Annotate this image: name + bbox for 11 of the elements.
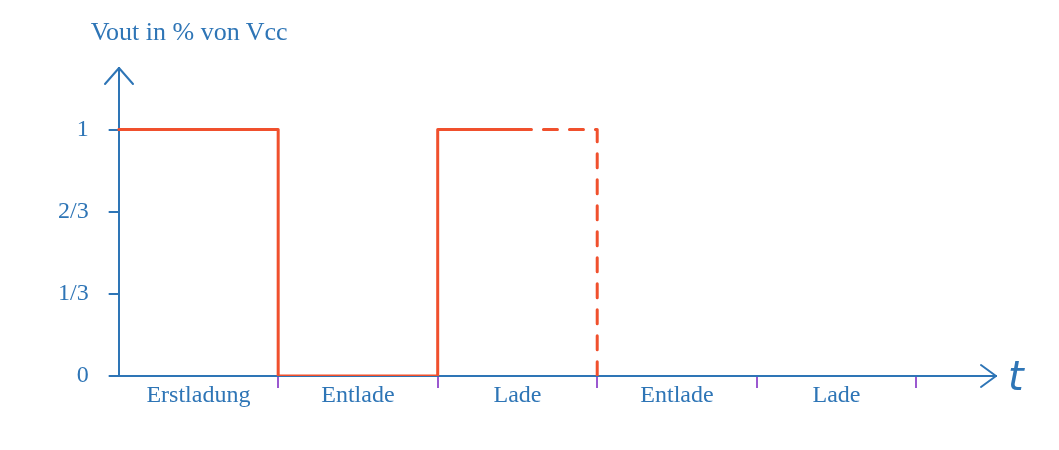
x-tick-label: Lade — [812, 381, 861, 408]
x-tick-label: Lade — [493, 381, 542, 408]
y-tick-label: 1/3 — [58, 279, 89, 306]
y-tick-label: 0 — [76, 361, 89, 388]
x-tick-label: Erstladung — [146, 381, 251, 408]
y-tick-label: 2/3 — [58, 196, 89, 223]
y-tick-label: 1 — [76, 114, 89, 141]
y-axis-title: Vout in % von Vcc — [90, 17, 288, 46]
x-tick-label: Entlade — [321, 381, 395, 408]
x-axis-title: t — [1008, 353, 1025, 399]
x-tick-label: Entlade — [640, 381, 714, 408]
